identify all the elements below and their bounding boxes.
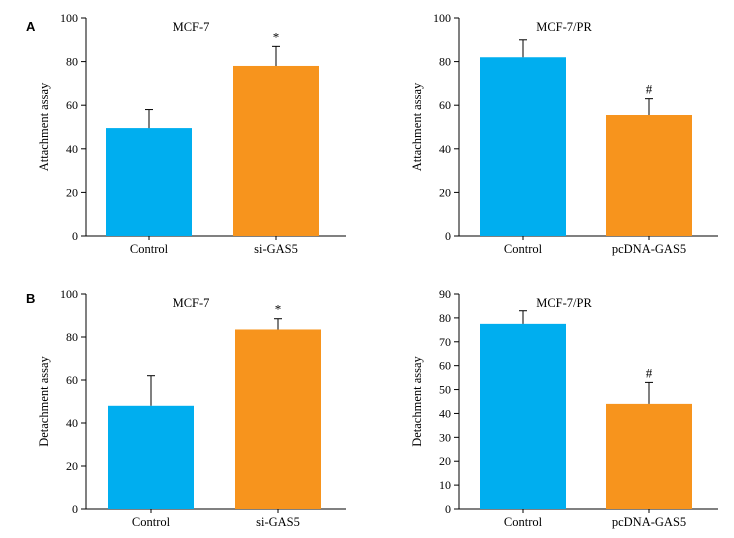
chart-1-title: MCF-7 [173, 20, 210, 34]
chart-4-y-tick-label: 40 [439, 406, 451, 420]
chart-2-y-tick-label: 40 [439, 142, 451, 156]
chart-4-y-tick-label: 70 [439, 335, 451, 349]
chart-1-y-tick-label: 20 [66, 185, 78, 199]
chart-3-title: MCF-7 [173, 296, 210, 310]
chart-4-y-tick-label: 10 [439, 478, 451, 492]
chart-2-y-tick-label: 100 [433, 11, 451, 25]
chart-3-significance-marker-2: * [275, 302, 282, 317]
chart-1-y-tick-label: 100 [60, 11, 78, 25]
chart-3-y-tick-label: 60 [66, 373, 78, 387]
panel-label-a: A [26, 19, 36, 34]
chart-1-y-tick-label: 40 [66, 142, 78, 156]
chart-2-y-tick-label: 20 [439, 185, 451, 199]
chart-3-category-label-1: Control [132, 515, 171, 529]
chart-4-title: MCF-7/PR [536, 296, 592, 310]
chart-4-y-tick-label: 0 [445, 502, 451, 516]
chart-4-y-axis-label: Detachment assay [410, 355, 424, 446]
chart-2-category-label-2: pcDNA-GAS5 [612, 242, 686, 256]
chart-3-y-tick-label: 80 [66, 330, 78, 344]
chart-1-y-tick-label: 60 [66, 98, 78, 112]
chart-4-y-tick-label: 50 [439, 383, 451, 397]
chart-2-y-tick-label: 0 [445, 229, 451, 243]
chart-4-bar-2 [606, 403, 692, 509]
chart-1-bar-1 [106, 128, 192, 236]
chart-4-category-label-2: pcDNA-GAS5 [612, 515, 686, 529]
chart-1-category-label-1: Control [130, 242, 169, 256]
chart-1-y-axis-label: Attachment assay [37, 82, 51, 171]
chart-2-significance-marker-2: # [646, 82, 653, 97]
chart-3-y-tick-label: 100 [60, 287, 78, 301]
chart-2-y-tick-label: 80 [439, 55, 451, 69]
chart-3-y-tick-label: 0 [72, 502, 78, 516]
chart-2-category-label-1: Control [504, 242, 543, 256]
chart-1-y-tick-label: 80 [66, 55, 78, 69]
chart-2-bar-2 [606, 115, 692, 236]
chart-1-significance-marker-2: * [273, 29, 280, 44]
chart-4-y-tick-label: 90 [439, 287, 451, 301]
chart-4-category-label-1: Control [504, 515, 543, 529]
chart-1-category-label-2: si-GAS5 [254, 242, 298, 256]
chart-4-significance-marker-2: # [646, 365, 653, 380]
chart-3-y-tick-label: 20 [66, 459, 78, 473]
chart-3-bar-1 [108, 405, 194, 509]
chart-3-bar-2 [235, 329, 321, 509]
chart-3-category-label-2: si-GAS5 [256, 515, 300, 529]
chart-4-y-tick-label: 30 [439, 430, 451, 444]
chart-2-bar-1 [480, 57, 566, 236]
chart-1-y-tick-label: 0 [72, 229, 78, 243]
chart-4-y-tick-label: 80 [439, 311, 451, 325]
chart-4-bar-1 [480, 323, 566, 509]
chart-4-y-tick-label: 20 [439, 454, 451, 468]
chart-1-bar-2 [233, 65, 319, 237]
chart-3-y-tick-label: 40 [66, 416, 78, 430]
chart-4-y-tick-label: 60 [439, 359, 451, 373]
chart-2-title: MCF-7/PR [536, 20, 592, 34]
panel-label-b: B [26, 291, 36, 306]
chart-3-y-axis-label: Detachment assay [37, 355, 51, 446]
chart-2-y-tick-label: 60 [439, 98, 451, 112]
chart-2-y-axis-label: Attachment assay [410, 82, 424, 171]
